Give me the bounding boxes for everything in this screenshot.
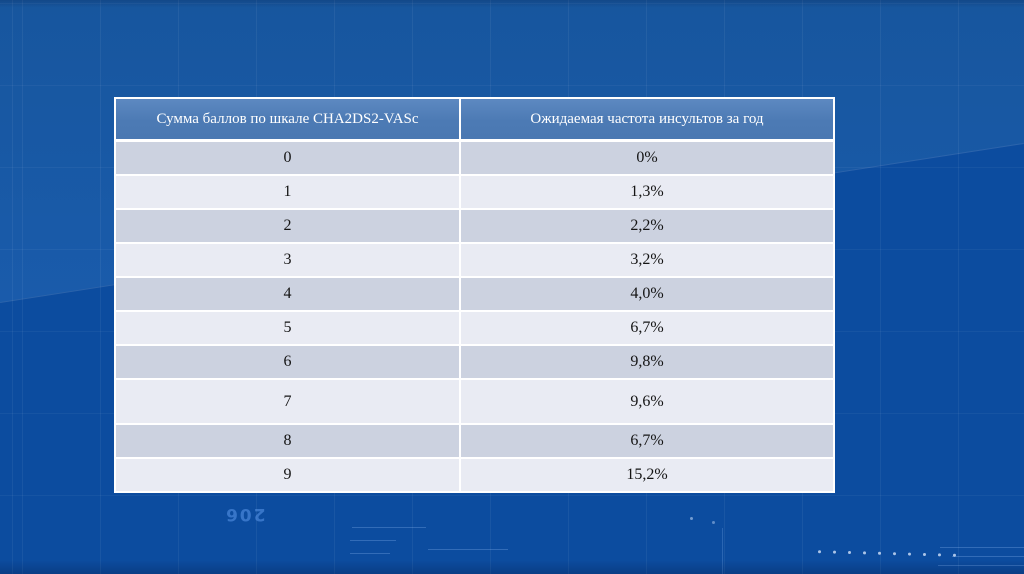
table-row: 8 6,7%: [116, 425, 833, 457]
table-row: 6 9,8%: [116, 346, 833, 378]
table-row: 7 9,6%: [116, 380, 833, 423]
table-row: 9 15,2%: [116, 459, 833, 491]
table-row: 3 3,2%: [116, 244, 833, 276]
circuit-trace: [938, 565, 1024, 566]
table-row: 1 1,3%: [116, 176, 833, 208]
circuit-trace: [352, 527, 426, 528]
circuit-trace: [350, 553, 390, 554]
score-cell: 3: [116, 244, 459, 276]
watermark-text: 206: [224, 504, 266, 524]
rate-cell: 3,2%: [461, 244, 833, 276]
rate-cell: 6,7%: [461, 312, 833, 344]
score-cell: 0: [116, 142, 459, 174]
rate-cell: 9,6%: [461, 380, 833, 423]
rate-cell: 15,2%: [461, 459, 833, 491]
score-cell: 6: [116, 346, 459, 378]
table-header-row: Сумма баллов по шкале CHA2DS2-VASc Ожида…: [116, 99, 833, 139]
table-row: 5 6,7%: [116, 312, 833, 344]
rate-cell: 1,3%: [461, 176, 833, 208]
score-cell: 2: [116, 210, 459, 242]
score-cell: 5: [116, 312, 459, 344]
header-cell-rate: Ожидаемая частота инсультов за год: [461, 99, 833, 139]
score-cell: 8: [116, 425, 459, 457]
circuit-trace: [952, 556, 1024, 557]
header-cell-score: Сумма баллов по шкале CHA2DS2-VASc: [116, 99, 459, 139]
circuit-dot: [712, 521, 715, 524]
score-cell: 9: [116, 459, 459, 491]
score-cell: 4: [116, 278, 459, 310]
score-cell: 7: [116, 380, 459, 423]
circuit-trace: [722, 528, 723, 574]
rate-cell: 4,0%: [461, 278, 833, 310]
rate-cell: 9,8%: [461, 346, 833, 378]
table-row: 4 4,0%: [116, 278, 833, 310]
circuit-trace: [940, 547, 1024, 548]
stroke-risk-table: Сумма баллов по шкале CHA2DS2-VASc Ожида…: [114, 97, 835, 493]
circuit-trace: [428, 549, 508, 550]
circuit-trace: [350, 540, 396, 541]
table-row: 2 2,2%: [116, 210, 833, 242]
rate-cell: 6,7%: [461, 425, 833, 457]
circuit-dot: [690, 517, 693, 520]
table-body: 0 0% 1 1,3% 2 2,2% 3 3,2% 4 4,0% 5 6,7%: [116, 142, 833, 491]
rate-cell: 2,2%: [461, 210, 833, 242]
score-cell: 1: [116, 176, 459, 208]
rate-cell: 0%: [461, 142, 833, 174]
table-row: 0 0%: [116, 142, 833, 174]
